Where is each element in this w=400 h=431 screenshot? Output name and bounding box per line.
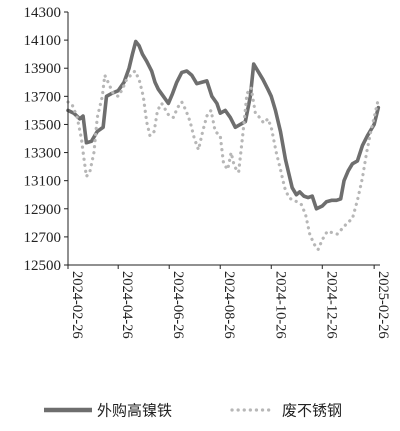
series-line-nickel-iron — [66, 39, 381, 211]
x-tick-label: 2024-06-26 — [170, 271, 186, 339]
series-line-scrap-stainless — [66, 69, 380, 252]
y-tick-label: 14100 — [24, 33, 62, 49]
legend-label: 废不锈钢 — [282, 402, 342, 420]
x-axis-ticks: 2024-02-26 2024-04-26 2024-06-26 2024-08-26… — [67, 265, 391, 339]
y-tick-label: 12500 — [24, 258, 62, 274]
y-tick-label: 13700 — [24, 89, 62, 105]
x-tick-label: 2024-02-26 — [69, 271, 85, 339]
y-axis-ticks: 14300 14100 13900 13700 13500 13300 13100 12900… — [24, 5, 68, 274]
legend-label: 外购高镍铁 — [97, 402, 172, 420]
x-tick-label: 2024-08-26 — [221, 271, 237, 339]
y-tick-label: 13500 — [24, 117, 62, 133]
x-tick-label: 2025-02-26 — [375, 271, 391, 339]
y-tick-label: 12900 — [24, 202, 62, 218]
x-tick-label: 2024-10-26 — [272, 271, 288, 339]
plot-area: 14300 14100 13900 13700 13500 13300 13100 12900… — [24, 5, 392, 339]
legend: 外购高镍铁 废不锈钢 — [44, 402, 342, 420]
x-tick-label: 2024-12-26 — [323, 271, 339, 339]
series-layer — [66, 39, 381, 252]
x-tick-label: 2024-04-26 — [119, 271, 135, 339]
y-tick-label: 13900 — [24, 61, 62, 77]
y-tick-label: 14300 — [24, 5, 62, 21]
y-tick-label: 13300 — [24, 146, 62, 162]
y-tick-label: 12700 — [24, 230, 62, 246]
y-tick-label: 13100 — [24, 174, 62, 190]
